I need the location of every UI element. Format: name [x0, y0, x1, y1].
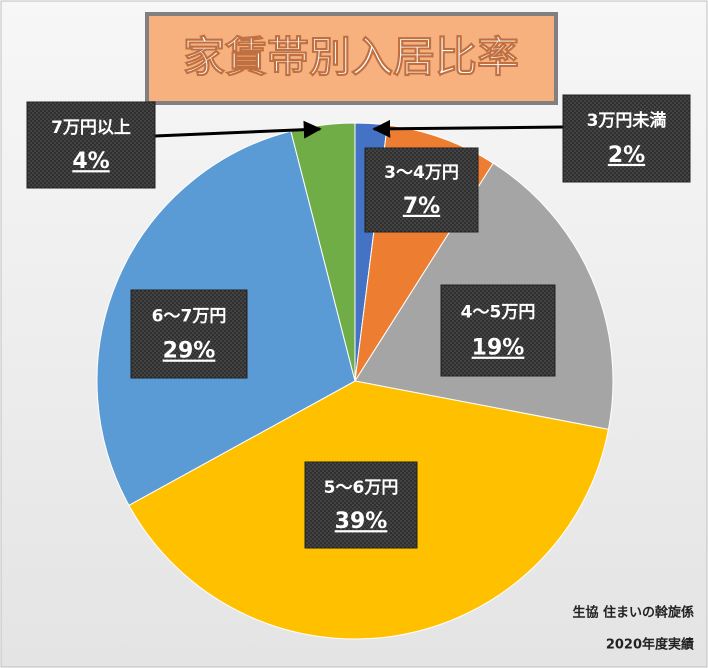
- data-label: 3〜4万円 7%: [364, 147, 479, 233]
- value-label: 29%: [163, 339, 216, 364]
- category-label: 3万円未満: [587, 110, 667, 131]
- data-label: 3万円未満 2%: [562, 94, 691, 183]
- category-label: 5〜6万円: [324, 478, 399, 498]
- label-box: [440, 284, 556, 377]
- note: 生協 住まいの斡旋係: [572, 605, 694, 621]
- category-label: 6〜7万円: [152, 306, 227, 326]
- data-label: 4〜5万円 19%: [440, 284, 556, 377]
- label-box: [304, 461, 418, 549]
- data-label: 5〜6万円 39%: [304, 461, 418, 549]
- value-label: 39%: [335, 509, 388, 534]
- label-box: [130, 289, 248, 379]
- category-label: 4〜5万円: [461, 302, 536, 322]
- title-box: [145, 12, 558, 105]
- label-box: [562, 94, 691, 183]
- value-label: 4%: [72, 149, 109, 174]
- category-label: 7万円以上: [51, 118, 131, 138]
- note: 2020年度実績: [606, 637, 694, 653]
- label-box: [364, 147, 479, 233]
- category-label: 3〜4万円: [384, 163, 459, 183]
- value-label: 7%: [403, 194, 440, 219]
- data-label: 6〜7万円 29%: [130, 289, 248, 379]
- value-label: 19%: [472, 336, 525, 361]
- leader-arrow: [372, 119, 564, 138]
- data-label: 7万円以上 4%: [26, 101, 156, 189]
- chart-title: 家賃帯別入居比率: [183, 33, 519, 82]
- value-label: 2%: [608, 143, 645, 168]
- leader-arrow: [154, 120, 322, 139]
- label-box: [26, 101, 156, 189]
